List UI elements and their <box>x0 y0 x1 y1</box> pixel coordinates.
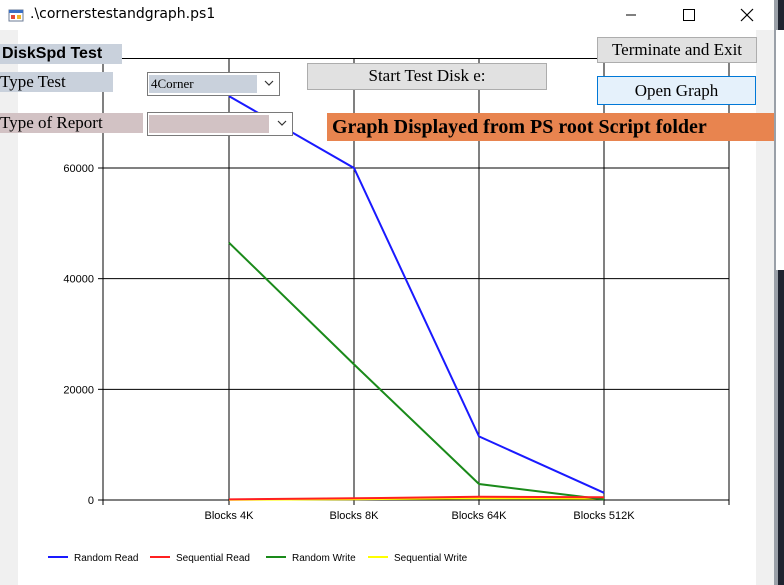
x-tick-label: Blocks 64K <box>451 510 507 522</box>
chart-tick-labels: 0 20000 40000 60000 Blocks 4K Blocks 8K Blocks… <box>63 163 635 522</box>
legend-label-sequential-read: Sequential Read <box>176 553 250 564</box>
type-test-label: Type Test <box>0 72 113 92</box>
type-test-value: 4Corner <box>149 75 257 93</box>
type-test-select[interactable]: 4Corner <box>147 72 280 96</box>
title-bar: .\cornerstestandgraph.ps1 <box>0 0 784 30</box>
x-tick-label: Blocks 4K <box>205 510 255 522</box>
series-line-sequential-read <box>228 495 605 501</box>
x-tick-label: Blocks 512K <box>573 510 635 522</box>
y-tick-label: 60000 <box>63 163 94 175</box>
desktop-edge <box>778 0 784 585</box>
chevron-down-icon <box>277 120 287 126</box>
form-heading: DiskSpd Test <box>0 44 122 64</box>
terminate-exit-button[interactable]: Terminate and Exit <box>597 37 757 63</box>
start-test-button[interactable]: Start Test Disk e: <box>307 63 547 90</box>
series-line-random-read <box>228 95 605 494</box>
window-edge-highlight <box>776 30 784 270</box>
minimize-icon <box>626 14 636 16</box>
legend-label-random-read: Random Read <box>74 553 138 564</box>
minimize-button[interactable] <box>608 0 654 30</box>
chart-series <box>228 95 605 501</box>
maximize-icon <box>683 9 695 21</box>
y-tick-label: 20000 <box>63 384 94 396</box>
y-tick-label: 40000 <box>63 274 94 286</box>
chevron-down-icon <box>264 80 274 86</box>
chart-legend: Random Read Sequential Read Random Write Se… <box>48 553 468 564</box>
graph-location-banner: Graph Displayed from PS root Script fold… <box>327 113 774 141</box>
type-report-value <box>149 115 269 133</box>
close-icon <box>740 8 754 22</box>
series-line-random-write <box>228 241 605 501</box>
form-left-margin <box>0 30 18 585</box>
x-tick-label: Blocks 8K <box>330 510 380 522</box>
form-right-margin <box>756 30 774 585</box>
legend-label-random-write: Random Write <box>292 553 356 564</box>
y-tick-label: 0 <box>88 495 94 507</box>
open-graph-button[interactable]: Open Graph <box>597 76 756 105</box>
window-title: .\cornerstestandgraph.ps1 <box>30 6 216 22</box>
type-report-label: Type of Report <box>0 113 143 133</box>
close-button[interactable] <box>724 0 770 30</box>
maximize-button[interactable] <box>666 0 712 30</box>
legend-label-sequential-write: Sequential Write <box>394 553 468 564</box>
heading-divider <box>122 58 756 59</box>
app-icon <box>8 9 24 22</box>
type-report-select[interactable] <box>147 112 293 136</box>
